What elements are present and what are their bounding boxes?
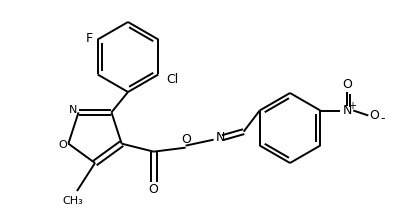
Text: O: O [182, 133, 192, 146]
Text: Cl: Cl [166, 73, 179, 86]
Text: F: F [86, 32, 93, 45]
Text: N: N [343, 104, 352, 117]
Text: +: + [348, 101, 356, 111]
Text: O: O [343, 78, 352, 91]
Text: N: N [69, 105, 78, 115]
Text: O: O [369, 109, 379, 122]
Text: O: O [148, 183, 158, 196]
Text: N: N [216, 131, 225, 144]
Text: O: O [58, 140, 67, 150]
Text: CH₃: CH₃ [63, 196, 84, 206]
Text: -: - [380, 112, 385, 125]
